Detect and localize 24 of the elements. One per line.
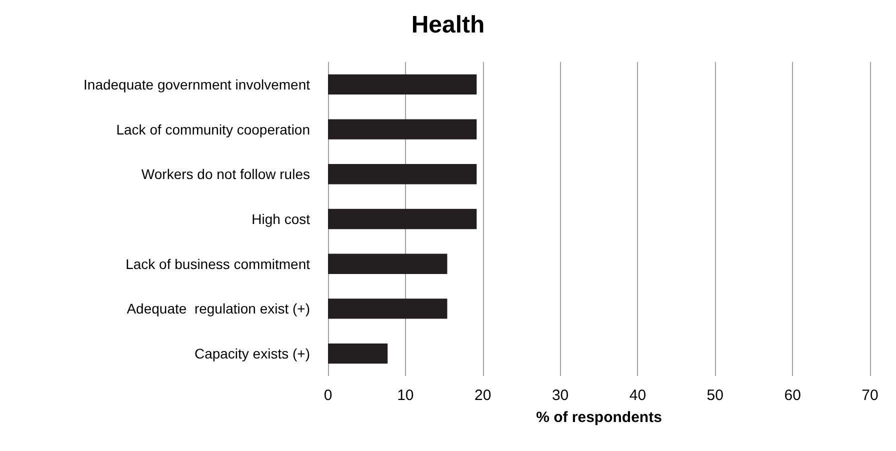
x-tick-label: 50 bbox=[706, 387, 724, 404]
chart-title: Health bbox=[411, 12, 485, 38]
y-tick-label: High cost bbox=[252, 211, 310, 227]
bar bbox=[328, 343, 388, 364]
bar bbox=[328, 298, 448, 319]
y-tick-label: Adequate regulation exist (+) bbox=[126, 300, 310, 317]
y-tick-label: Workers do not follow rules bbox=[141, 166, 310, 182]
x-tick-label: 40 bbox=[629, 387, 646, 404]
y-tick-label: Capacity exists (+) bbox=[194, 346, 310, 362]
y-tick-label: Lack of business commitment bbox=[126, 256, 310, 272]
y-tick-label: Lack of community cooperation bbox=[116, 121, 310, 138]
bar bbox=[328, 208, 477, 230]
bar bbox=[328, 164, 477, 184]
bar bbox=[328, 254, 448, 274]
x-tick-label: 70 bbox=[862, 387, 878, 404]
x-tick-label: 30 bbox=[552, 387, 569, 404]
bar bbox=[328, 74, 477, 95]
x-tick-label: 60 bbox=[784, 387, 801, 404]
x-tick-label: 10 bbox=[397, 387, 414, 404]
bar bbox=[328, 119, 477, 140]
y-tick-label: Inadequate government involvement bbox=[84, 76, 310, 92]
x-axis-title: % of respondents bbox=[536, 409, 662, 426]
x-tick-label: 20 bbox=[474, 387, 492, 404]
x-tick-label: 0 bbox=[324, 387, 332, 404]
